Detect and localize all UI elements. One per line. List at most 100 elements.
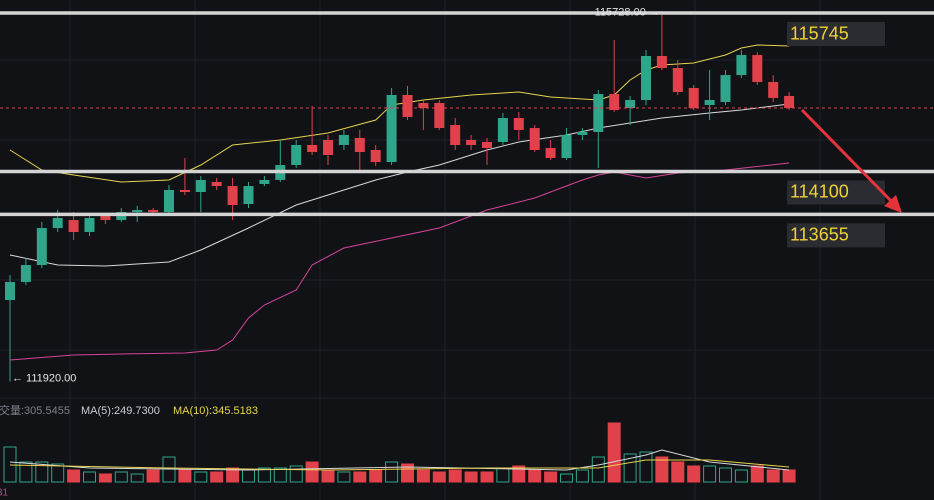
candle-body [259, 179, 270, 185]
candle-body [609, 94, 620, 111]
volume-bar [655, 456, 669, 483]
candle-body [450, 125, 461, 145]
candle-body [656, 55, 667, 69]
candle-body [386, 94, 397, 163]
volume-bar [35, 461, 49, 483]
candle-body [720, 75, 731, 103]
candle-body [593, 94, 604, 132]
volume-bar [432, 471, 446, 483]
volume-bar [273, 467, 287, 483]
volume-pane [3, 422, 796, 483]
candle-body [52, 218, 63, 229]
candle-body [132, 210, 143, 213]
candle-body [227, 186, 238, 206]
volume-bar [703, 465, 717, 483]
volume-bar [385, 461, 399, 483]
volume-bar [19, 461, 33, 483]
moving-average-line [9, 459, 790, 471]
volume-bar [766, 469, 780, 483]
volume-bar [464, 471, 478, 483]
volume-bar [734, 469, 748, 483]
volume-bar [305, 461, 319, 483]
volume-bar [782, 469, 796, 483]
level-label: 114100 [790, 182, 849, 202]
volume-bar [719, 467, 732, 483]
volume-bar [226, 467, 240, 483]
volume-bar [178, 469, 192, 483]
volume-bar [146, 469, 160, 483]
volume-bar [130, 473, 144, 483]
volume-bar [544, 471, 558, 483]
price-pane: 115745 114100 113655 115728.00 → ← 111920.00 [0, 7, 934, 384]
candle-body [291, 144, 302, 166]
candle-body [641, 55, 651, 100]
volume-ma10-label: MA(10):345.5183 [173, 405, 258, 417]
volume-bar [353, 471, 367, 483]
level-label-box [787, 22, 885, 47]
candle-body [179, 189, 190, 193]
volume-bar [51, 463, 65, 483]
candle-body [513, 118, 524, 130]
candle-body [370, 149, 381, 163]
volume-bar [591, 456, 605, 483]
candle-body [704, 99, 715, 106]
volume-bar [448, 469, 462, 483]
volume-bar [512, 465, 526, 483]
candle-body [545, 147, 556, 158]
candle-body [68, 220, 79, 232]
candle-body [243, 186, 254, 205]
candle-body [752, 55, 763, 82]
volume-bar [687, 465, 701, 483]
volume-bar [321, 469, 335, 483]
volume-bar [560, 473, 573, 483]
moving-average-line [9, 103, 790, 267]
volume-bar [289, 465, 303, 483]
level-label-box [787, 180, 885, 205]
candle-body [736, 55, 747, 76]
volume-bar [194, 471, 208, 483]
candle-body [211, 181, 222, 187]
candle-body [561, 134, 572, 158]
candle-body [466, 139, 477, 145]
volume-bar [639, 451, 653, 483]
moving-average-line [9, 449, 790, 471]
volume-bar [3, 446, 17, 483]
volume-bar [210, 471, 224, 483]
candle-body [784, 95, 795, 108]
arrow-line [800, 108, 898, 208]
candle-body [418, 102, 429, 108]
candle-body [100, 215, 111, 221]
candle-body [164, 189, 174, 213]
volume-bar [257, 467, 271, 483]
moving-average-line [9, 162, 790, 361]
moving-average-line [9, 44, 790, 183]
level-label: 113655 [790, 225, 849, 245]
candle-body [148, 210, 159, 213]
volume-bar [114, 471, 128, 483]
volume-bar [607, 422, 621, 483]
candle-body [338, 134, 349, 145]
candle-body [402, 94, 413, 117]
volume-bar [623, 453, 637, 483]
candle-body [195, 179, 206, 193]
candle-body [672, 68, 683, 93]
volume-bar [67, 469, 81, 483]
candle-body [434, 102, 445, 129]
volume-bar [83, 471, 96, 483]
volume-ma5-label: MA(5):249.7300 [81, 405, 160, 417]
candle-body [323, 139, 333, 156]
level-label: 115745 [790, 23, 849, 43]
volume-bar [480, 471, 494, 483]
volume-bar [528, 469, 542, 483]
volume-bar [369, 469, 383, 483]
volume-bar [337, 471, 351, 483]
candle-body [497, 118, 508, 143]
candle-body [5, 281, 15, 300]
volume-label: 交量:305.5455 [0, 403, 70, 417]
volume-bar [575, 469, 589, 483]
candle-body [36, 228, 47, 266]
candle-body [354, 137, 365, 153]
indicator-label: 31 [0, 488, 9, 499]
